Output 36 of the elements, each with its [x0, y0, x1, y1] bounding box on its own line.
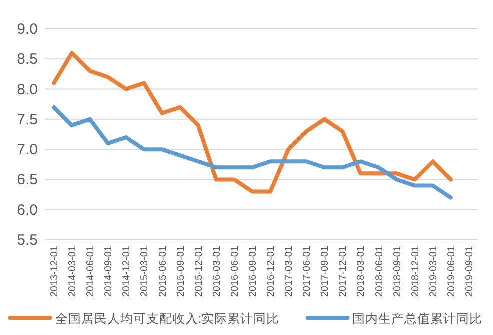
x-tick-label: 2017-09-01: [320, 246, 332, 298]
x-tick-label: 2014-09-01: [104, 246, 115, 298]
x-tick-label: 2017-12-01: [338, 246, 350, 298]
legend-label: 全国居民人均可支配收入:实际累计同比: [55, 312, 280, 326]
line-series: [52, 105, 453, 200]
x-tick-label: 2016-03-01: [212, 246, 223, 298]
x-tick-label: 2017-06-01: [302, 246, 314, 298]
x-tick-label: 2013-12-01: [50, 246, 61, 298]
y-tick-label: 6.0: [17, 202, 38, 219]
x-tick-label: 2015-06-01: [158, 246, 169, 298]
x-tick-label: 2017-03-01: [284, 246, 296, 298]
x-tick-label: 2019-09-01: [464, 246, 476, 298]
line-series: [52, 51, 453, 194]
x-tick-label: 2016-06-01: [230, 246, 241, 298]
y-tick-label: 8.0: [17, 81, 38, 98]
y-tick-label: 6.5: [17, 172, 38, 189]
y-tick-label: 8.5: [17, 51, 38, 68]
y-tick-label: 7.0: [17, 142, 38, 159]
x-tick-label: 2015-03-01: [140, 246, 151, 298]
legend-label: 国内生产总值累计同比: [352, 312, 483, 326]
x-tick-label: 2018-12-01: [410, 246, 422, 298]
y-tick-label: 9.0: [17, 21, 38, 38]
x-tick-label: 2019-06-01: [446, 246, 458, 298]
x-tick-label: 2018-03-01: [356, 246, 368, 298]
x-tick-label: 2019-03-01: [428, 246, 440, 298]
y-tick-label: 7.5: [17, 111, 38, 128]
x-tick-label: 2018-06-01: [374, 246, 386, 298]
x-tick-label: 2018-09-01: [392, 246, 404, 298]
x-tick-label: 2015-09-01: [176, 246, 187, 298]
x-tick-label: 2016-09-01: [248, 246, 259, 298]
x-tick-label: 2015-12-01: [194, 246, 205, 298]
y-tick-label: 5.5: [17, 232, 38, 249]
x-tick-label: 2014-06-01: [86, 246, 97, 298]
x-tick-label: 2014-03-01: [68, 246, 79, 298]
x-tick-label: 2014-12-01: [122, 246, 133, 298]
x-tick-label: 2016-12-01: [266, 246, 278, 298]
